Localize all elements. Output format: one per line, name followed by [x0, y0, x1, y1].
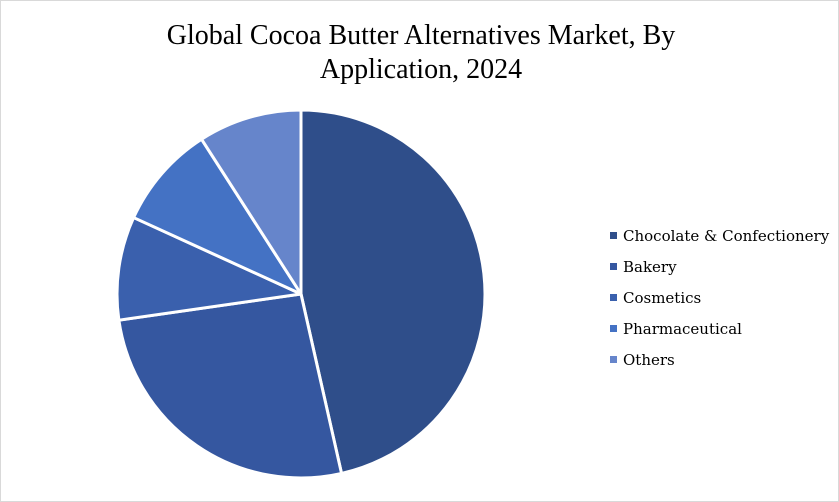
- chart-title-line-1: Global Cocoa Butter Alternatives Market,…: [166, 20, 676, 51]
- legend-item: Chocolate & Confectionery: [610, 220, 829, 251]
- chart-title-line-2: Application, 2024: [319, 54, 523, 85]
- pie-slice-others: [200, 108, 303, 296]
- legend-swatch: [610, 356, 617, 363]
- legend-item: Bakery: [610, 251, 829, 282]
- legend-label: Chocolate & Confectionery: [623, 226, 830, 245]
- legend-swatch: [610, 263, 617, 270]
- legend-label: Others: [623, 350, 675, 369]
- legend-item: Cosmetics: [610, 282, 829, 313]
- pie-slice-chocolate-confectionery: [299, 108, 487, 475]
- legend-label: Pharmaceutical: [623, 319, 742, 338]
- legend-swatch: [610, 232, 617, 239]
- pie-slice-bakery: [117, 292, 344, 480]
- pie-slice-cosmetics: [115, 216, 303, 322]
- legend-swatch: [610, 294, 617, 301]
- legend-item: Pharmaceutical: [610, 313, 829, 344]
- legend-label: Cosmetics: [623, 288, 702, 307]
- chart-title: Global Cocoa Butter Alternatives Market,…: [1, 19, 838, 87]
- pie-slice-pharmaceutical: [132, 137, 303, 296]
- chart-legend: Chocolate & Confectionery Bakery Cosmetics…: [610, 220, 829, 375]
- legend-swatch: [610, 325, 617, 332]
- legend-item: Others: [610, 344, 829, 375]
- legend-label: Bakery: [623, 257, 677, 276]
